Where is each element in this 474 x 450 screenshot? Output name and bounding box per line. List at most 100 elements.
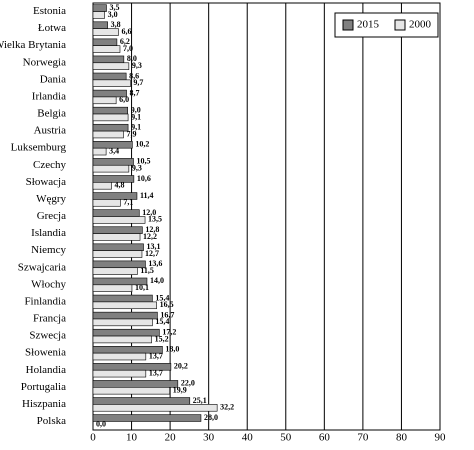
bar — [92, 243, 144, 251]
y-tick-label: Łotwa — [38, 22, 66, 34]
bar — [92, 106, 129, 115]
y-tick-label: Szwecja — [29, 330, 66, 342]
y-tick-label: Szwajcaria — [18, 261, 66, 273]
y-tick-label: Austria — [34, 125, 67, 137]
y-tick-label: Belgia — [37, 108, 66, 120]
bar — [92, 4, 107, 12]
value-label: 10,6 — [137, 174, 151, 183]
value-label: 14,0 — [150, 276, 164, 285]
value-label: 9,1 — [131, 123, 141, 132]
value-label: 4,8 — [115, 181, 125, 190]
x-tick-label: 60 — [319, 432, 331, 444]
y-tick-label: Francja — [33, 313, 66, 325]
legend-swatch — [342, 19, 354, 31]
bar — [92, 28, 119, 36]
y-tick-label: Luksemburg — [11, 142, 67, 154]
bar — [92, 96, 117, 105]
legend-label: 2000 — [409, 19, 432, 31]
x-tick-label: 20 — [165, 432, 177, 444]
bar — [92, 397, 191, 405]
value-label: 10,2 — [135, 140, 149, 149]
y-tick-label: Czechy — [33, 159, 66, 171]
y-tick-label: Polska — [37, 415, 66, 427]
value-label: 9,3 — [132, 61, 142, 70]
y-tick-label: Grecja — [37, 210, 66, 222]
bar — [92, 380, 179, 388]
y-tick-label: Niemcy — [31, 244, 66, 256]
x-tick-label: 10 — [126, 432, 138, 444]
y-tick-label: Włochy — [31, 278, 66, 290]
bar — [92, 301, 157, 310]
value-label: 13,7 — [149, 368, 163, 377]
y-tick-label: Słowacja — [26, 176, 66, 188]
value-label: 9,7 — [133, 78, 143, 87]
bar — [92, 21, 108, 29]
value-label: 6,0 — [119, 95, 129, 104]
bar — [92, 318, 153, 327]
x-tick-label: 30 — [203, 432, 215, 444]
bar — [92, 328, 160, 337]
bar — [92, 209, 140, 217]
bar — [92, 294, 153, 303]
bar — [92, 250, 143, 258]
value-label: 13,6 — [148, 259, 162, 268]
x-tick-label: 0 — [90, 432, 96, 444]
value-label: 3,0 — [108, 10, 118, 19]
value-label: 6,2 — [120, 37, 130, 46]
bar — [92, 72, 127, 81]
y-tick-label: Węgry — [36, 193, 66, 205]
bar — [92, 62, 130, 70]
bar — [92, 233, 141, 241]
y-tick-label: Dania — [40, 73, 66, 85]
bar — [92, 141, 133, 149]
value-label: 12,7 — [145, 249, 159, 258]
value-label: 12,0 — [142, 208, 156, 217]
y-tick-label: Portugalia — [21, 381, 66, 393]
bar — [92, 38, 118, 46]
bar — [92, 45, 121, 53]
value-label: 10,1 — [135, 283, 149, 292]
y-tick-label: Słowenia — [25, 347, 66, 359]
bar — [92, 158, 134, 166]
bar — [92, 260, 146, 269]
value-label: 15,2 — [155, 334, 169, 343]
y-tick-label: Finlandia — [24, 295, 66, 307]
value-label: 28,0 — [204, 413, 218, 422]
y-tick-label: Wielka Brytania — [0, 39, 66, 51]
value-label: 3,4 — [109, 146, 119, 155]
bar — [92, 123, 129, 132]
legend-swatch — [394, 19, 406, 31]
bar — [92, 11, 105, 19]
bar — [92, 113, 129, 122]
value-label: 0,0 — [96, 420, 106, 429]
value-label: 11,4 — [140, 191, 154, 200]
bar — [92, 216, 146, 224]
bar — [92, 164, 130, 173]
value-label: 3,5 — [109, 3, 119, 12]
value-label: 13,5 — [148, 215, 162, 224]
value-label: 7,9 — [126, 129, 136, 138]
y-tick-label: Islandia — [31, 227, 66, 239]
value-label: 15,4 — [155, 293, 169, 302]
x-tick-label: 40 — [242, 432, 254, 444]
bar — [92, 147, 107, 156]
value-label: 10,5 — [136, 157, 150, 166]
value-label: 11,5 — [140, 266, 154, 275]
value-label: 17,2 — [162, 327, 176, 336]
bar — [92, 55, 125, 64]
x-tick-label: 50 — [280, 432, 292, 444]
value-label: 19,9 — [173, 386, 187, 395]
value-label: 12,8 — [145, 225, 159, 234]
value-label: 16,5 — [160, 300, 174, 309]
bar — [92, 311, 158, 320]
value-label: 7,0 — [123, 44, 133, 53]
bar — [92, 404, 218, 412]
y-tick-label: Holandia — [26, 364, 66, 376]
value-label: 22,0 — [181, 379, 195, 388]
value-label: 20,2 — [174, 362, 188, 371]
value-label: 16,7 — [160, 310, 174, 319]
value-label: 8,0 — [127, 54, 137, 63]
y-tick-label: Estonia — [33, 5, 66, 17]
value-label: 25,1 — [193, 396, 207, 405]
